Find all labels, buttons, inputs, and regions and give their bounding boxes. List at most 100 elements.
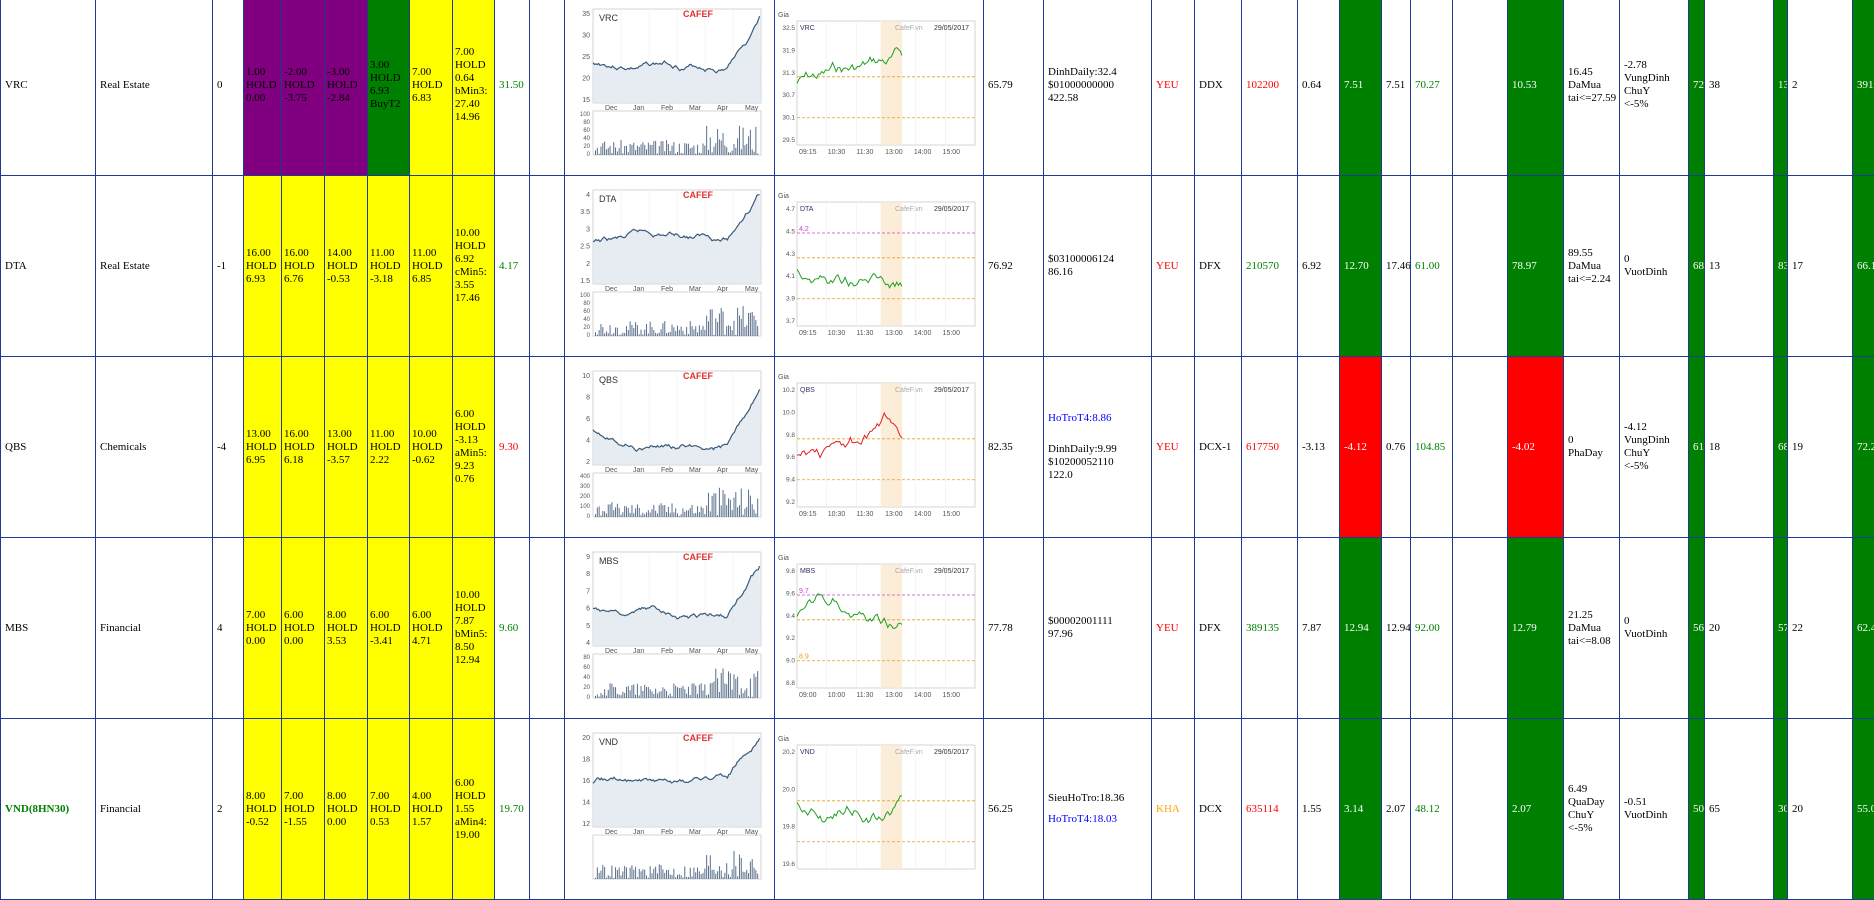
volume-bar (754, 510, 755, 517)
volume-bar (673, 512, 674, 517)
chart-symbol: VRC (599, 13, 619, 23)
volume-bar (666, 691, 667, 698)
volume-bar (744, 145, 745, 155)
volume-bar (621, 334, 622, 336)
m2-value: 7.51 (1386, 79, 1405, 91)
signal-line: 0.53 (370, 816, 409, 829)
volume-bar (732, 330, 733, 336)
signal-line: 6.76 (284, 273, 324, 286)
volume-bar (701, 153, 702, 155)
volume-bar (675, 154, 676, 155)
gia-label: Gia (778, 374, 789, 381)
n2-cell: 17 (1788, 176, 1853, 357)
volume-bar (631, 685, 632, 698)
pattern-code: DFX (1199, 622, 1221, 634)
volume-bar (699, 325, 700, 336)
volume-bar (704, 869, 705, 879)
s3-cell: 66.12 (1853, 176, 1874, 357)
signal-line: HOLD (412, 803, 452, 816)
volume-bar (635, 322, 636, 336)
volume-bar (719, 139, 720, 155)
n1-cell: 38 (1705, 0, 1774, 176)
x-tick-label: Dec (605, 105, 618, 112)
volume-bar (595, 514, 596, 517)
note-line: $10200052110 (1048, 456, 1151, 469)
intraday-y-tick: 9.4 (786, 613, 795, 620)
volume-bar (608, 504, 609, 517)
volume-bar (599, 697, 600, 698)
volume-bar (677, 152, 678, 155)
volume-bar (697, 145, 698, 155)
volume-bar (670, 874, 671, 879)
volume-bar (746, 325, 747, 336)
signal-line: BuyT2 (370, 98, 409, 111)
s2-value: 68.34 (1778, 441, 1788, 453)
volume-bar (670, 513, 671, 517)
intraday-x-tick: 13:00 (885, 330, 903, 337)
trend-line: <-5% (1624, 460, 1688, 473)
note-support: HoTroT4:18.03 (1048, 813, 1151, 826)
intraday-symbol: VND (800, 749, 815, 756)
volume-bar (653, 330, 654, 336)
s2-value: 83.33 (1778, 260, 1788, 272)
volume-bar (608, 148, 609, 155)
signal-line: HOLD (327, 260, 367, 273)
volume-bar (615, 867, 616, 879)
intraday-y-tick: 9.0 (786, 658, 795, 665)
y-tick-label: 14 (582, 800, 590, 807)
lunch-break-band (881, 383, 902, 507)
m4-value: 10.53 (1512, 79, 1537, 91)
note-line: $01000000000 (1048, 79, 1151, 92)
volume-bar (661, 691, 662, 698)
rsi-value: 65.79 (988, 79, 1013, 91)
volume-bar (744, 872, 745, 879)
volume-bar (755, 320, 756, 336)
spacer2-cell (1453, 719, 1508, 900)
ticker-cell: MBS (1, 538, 96, 719)
volume-bar (653, 141, 654, 155)
note-line: DinhDaily:32.4 (1048, 66, 1151, 79)
volume-bar (599, 154, 600, 155)
summary-line: cMin5: (455, 266, 494, 279)
volume-bar (708, 866, 709, 879)
volume-bar (730, 500, 731, 517)
volume-bar (710, 309, 711, 336)
change-value: 19.70 (499, 803, 524, 815)
intraday-x-tick: 11:30 (856, 330, 873, 337)
volume-bar (662, 505, 663, 517)
volume-bar (604, 867, 605, 879)
volume-bar (666, 140, 667, 155)
volume-bar (746, 870, 747, 879)
volume-bar (688, 687, 689, 698)
volume-bar (757, 874, 758, 879)
sector-cell: Real Estate (96, 176, 213, 357)
ticker-symbol: VND(8HN30) (5, 803, 69, 815)
signal-line: 7.00 (370, 790, 409, 803)
volume-bar (657, 873, 658, 879)
volume-bar (739, 505, 740, 517)
intraday-y-tick: 20.0 (782, 786, 795, 793)
rsi-value: 82.35 (988, 441, 1013, 453)
signal-line: 0.00 (284, 635, 324, 648)
status-badge: YEU (1156, 622, 1179, 634)
volume-bar (743, 693, 744, 698)
x-tick-label: Feb (661, 648, 673, 655)
signal-line: HOLD (412, 79, 452, 92)
signal-line: -3.41 (370, 635, 409, 648)
signal-line: HOLD (412, 260, 452, 273)
x-tick-label: Feb (661, 105, 673, 112)
volume-bar (619, 335, 620, 336)
n2-value: 19 (1792, 441, 1803, 453)
volume-bar (626, 867, 627, 879)
